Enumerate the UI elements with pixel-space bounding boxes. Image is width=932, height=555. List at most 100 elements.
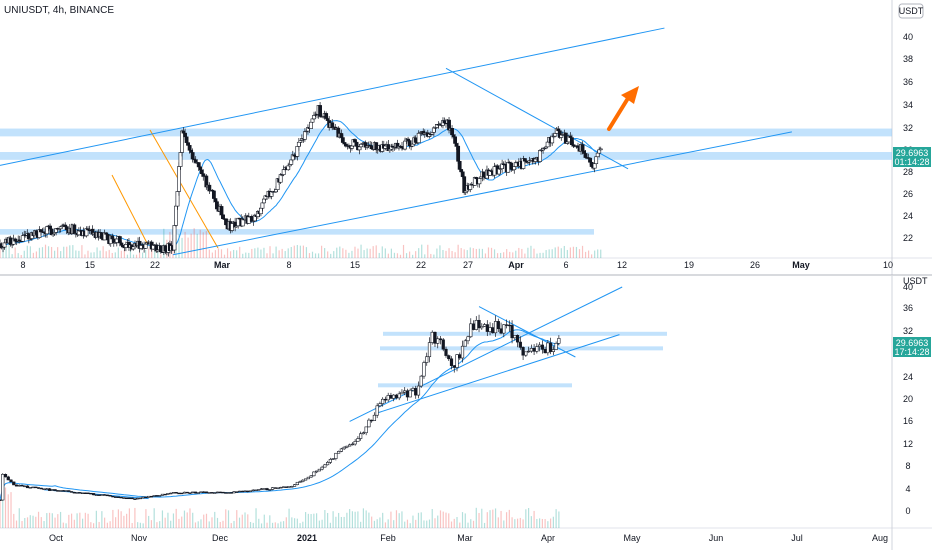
candle	[589, 161, 594, 167]
volume-bar	[90, 522, 92, 528]
volume-bar	[219, 521, 221, 528]
candle	[89, 492, 93, 495]
volume-bar	[200, 519, 202, 528]
volume-bar	[132, 254, 135, 258]
volume-bar	[142, 523, 144, 528]
volume-bar	[40, 517, 42, 528]
candle	[141, 496, 145, 499]
volume-bar	[281, 248, 283, 258]
unit-label-top[interactable]: USDT	[898, 3, 924, 19]
volume-bar	[427, 244, 429, 258]
trendline[interactable]	[377, 334, 620, 414]
volume-bar	[230, 523, 232, 528]
volume-bar	[62, 522, 64, 528]
candle	[265, 487, 269, 491]
volume-bar	[18, 508, 20, 528]
volume-bar	[522, 519, 524, 528]
volume-bar	[511, 517, 513, 528]
volume-bar	[310, 514, 312, 528]
volume-bar	[194, 522, 197, 528]
volume-bar	[338, 512, 340, 528]
candle	[80, 492, 85, 495]
candle	[317, 468, 321, 472]
candle	[400, 389, 404, 395]
candle	[105, 494, 109, 497]
volume-bar	[572, 246, 575, 258]
volume-bar	[7, 494, 9, 528]
candle	[309, 121, 313, 129]
volume-bar	[114, 252, 116, 258]
volume-bar	[131, 523, 133, 528]
candle	[310, 118, 315, 123]
x-tick-label: 8	[286, 260, 291, 270]
candle	[444, 346, 448, 358]
volume-bar	[521, 248, 523, 258]
candle	[122, 497, 126, 499]
volume-bar	[148, 248, 150, 258]
volume-bar	[305, 247, 308, 258]
volume-bar	[47, 246, 50, 258]
volume-bar	[478, 248, 480, 258]
volume-bar	[483, 522, 486, 528]
volume-bar	[351, 511, 353, 528]
candle	[116, 496, 120, 498]
volume-bar	[229, 251, 232, 258]
volume-bar	[260, 523, 263, 528]
volume-bar	[503, 252, 505, 258]
trendline[interactable]	[0, 27, 665, 166]
trendline[interactable]	[349, 286, 623, 422]
volume-bar	[467, 522, 469, 528]
volume-bar	[10, 492, 12, 528]
volume-bar	[126, 254, 129, 258]
volume-bar	[284, 251, 286, 258]
volume-bar	[269, 246, 271, 258]
volume-bar	[193, 228, 195, 258]
volume-bar	[266, 253, 268, 258]
volume-bar	[299, 245, 301, 258]
volume-bar	[343, 516, 345, 528]
bottom-panel	[0, 276, 932, 550]
volume-bar	[307, 513, 309, 528]
candle	[86, 492, 90, 495]
volume-bar	[43, 521, 45, 528]
volume-bar	[366, 248, 368, 258]
candle	[125, 497, 129, 500]
trendline[interactable]	[478, 306, 576, 358]
volume-bar	[448, 513, 450, 528]
volume-bar	[563, 245, 565, 258]
volume-bar	[95, 510, 97, 528]
candle	[9, 479, 13, 483]
volume-bar	[141, 252, 144, 258]
volume-bar	[597, 249, 599, 258]
candle	[460, 340, 465, 363]
volume-bar	[555, 509, 557, 528]
candle	[554, 341, 558, 350]
fib-line[interactable]	[149, 129, 219, 249]
volume-bar	[93, 523, 95, 528]
volume-bar	[54, 250, 56, 258]
volume-bar	[566, 249, 568, 258]
candle	[295, 481, 299, 486]
volume-bar	[371, 516, 373, 528]
x-tick-label: 22	[150, 260, 160, 270]
volume-bar	[151, 249, 153, 258]
volume-bar	[439, 510, 442, 528]
volume-bar	[126, 513, 128, 528]
volume-bar	[539, 518, 541, 528]
volume-bar	[202, 232, 204, 258]
volume-bar	[226, 248, 229, 258]
volume-bar	[120, 250, 122, 258]
volume-bar	[57, 247, 59, 258]
candle	[160, 493, 165, 496]
trendline[interactable]	[172, 131, 792, 256]
x-tick-label: Aug	[872, 533, 888, 543]
y-tick-label: 28	[903, 167, 913, 177]
volume-bar	[15, 520, 18, 528]
volume-bar	[79, 512, 81, 528]
fib-line[interactable]	[111, 174, 149, 246]
volume-bar	[69, 245, 71, 258]
x-tick-label: Dec	[212, 533, 229, 543]
volume-bar	[478, 512, 480, 528]
volume-bar	[290, 246, 292, 258]
candle	[119, 496, 123, 499]
